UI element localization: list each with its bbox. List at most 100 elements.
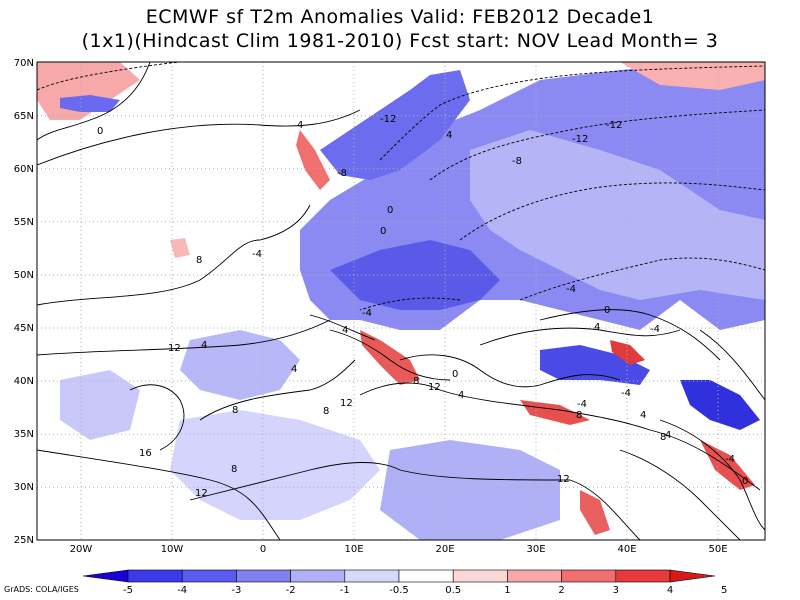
plot-frame bbox=[36, 61, 766, 541]
contour-label: 4 bbox=[297, 120, 303, 131]
anomaly-region-greenland-cold bbox=[60, 95, 120, 112]
colorbar-tick-label: 2 bbox=[558, 585, 564, 596]
contour-label: 4 bbox=[665, 430, 671, 441]
lon-tick-label: 0 bbox=[260, 544, 266, 555]
contour-label: 8 bbox=[323, 406, 329, 417]
anomaly-region-scandinavia-cold bbox=[320, 70, 470, 180]
colorbar-swatch bbox=[127, 569, 183, 583]
colorbar-tick-label: 3 bbox=[613, 585, 619, 596]
contour-label: -4 bbox=[577, 399, 587, 410]
lon-tick-label: 20E bbox=[435, 544, 454, 555]
lon-tick-label: 30E bbox=[526, 544, 545, 555]
contour-label: 4 bbox=[291, 364, 297, 375]
contour-label: -8 bbox=[512, 156, 522, 167]
contour-label: -4 bbox=[621, 388, 631, 399]
contour-label: 8 bbox=[660, 432, 666, 443]
contour-label: 0 bbox=[97, 126, 103, 137]
colorbar-swatch bbox=[290, 569, 346, 583]
anomaly-region-levant-warm bbox=[580, 490, 610, 535]
map-fields bbox=[37, 62, 765, 540]
anomaly-region-norway-warm bbox=[296, 130, 330, 190]
contour-label: -12 bbox=[380, 114, 396, 125]
anomaly-region-turkey-cold bbox=[540, 345, 650, 385]
contour-label: 0 bbox=[742, 476, 748, 487]
colorbar-swatch bbox=[507, 569, 562, 583]
lat-tick-label: 45N bbox=[14, 323, 34, 334]
lon-tick-label: 20W bbox=[70, 544, 93, 555]
anomaly-region-uk-warm bbox=[170, 238, 190, 258]
contour-label: 12 bbox=[168, 343, 181, 354]
anomaly-region-atlantic-light bbox=[60, 370, 140, 440]
contour-label: 4 bbox=[201, 340, 207, 351]
latitude-axis: 70N 65N 60N 55N 50N 45N 40N 35N 30N 25N bbox=[14, 58, 34, 546]
colorbar-tick-label: 1 bbox=[504, 585, 510, 596]
anomaly-region-caspian-cold bbox=[680, 380, 760, 430]
lat-tick-label: 70N bbox=[14, 58, 34, 69]
contour-label: 8 bbox=[576, 410, 582, 421]
colorbar-tick-label: 5 bbox=[721, 585, 727, 596]
colorbar-tick-label: -4 bbox=[177, 585, 187, 596]
anomaly-region-balkan-warm bbox=[360, 330, 420, 385]
negative-contours bbox=[37, 62, 765, 311]
contour-label: -12 bbox=[572, 134, 588, 145]
longitude-axis: 20W 10W 0 10E 20E 30E 40E 50E bbox=[70, 544, 728, 555]
colorbar-swatch bbox=[181, 569, 237, 583]
lon-tick-label: 10E bbox=[344, 544, 363, 555]
contour-label-group: 4 0 -12 -4 4 -8 -12 -12 -8 0 0 8 4 -4 -4… bbox=[97, 114, 748, 499]
contour-label: -4 bbox=[650, 324, 660, 335]
lon-tick-label: 50E bbox=[708, 544, 727, 555]
contour-label: -4 bbox=[252, 249, 262, 260]
anomaly-region-caucasus-warm bbox=[700, 440, 755, 490]
contour-label: -12 bbox=[606, 120, 622, 131]
lon-tick-label: 10W bbox=[161, 544, 184, 555]
colorbar-tick-label: 0.5 bbox=[445, 585, 461, 596]
colorbar-swatch bbox=[236, 569, 291, 583]
anomaly-region-iberia-light bbox=[180, 330, 300, 400]
anomaly-region-sahara-light bbox=[380, 440, 560, 540]
map-title-line1: ECMWF sf T2m Anomalies Valid: FEB2012 De… bbox=[145, 6, 655, 28]
contour-label: 8 bbox=[231, 464, 237, 475]
lat-tick-label: 35N bbox=[14, 429, 34, 440]
contour-label: -4 bbox=[725, 454, 735, 465]
contour-label: 12 bbox=[557, 474, 570, 485]
lat-tick-label: 40N bbox=[14, 376, 34, 387]
contour-label: 8 bbox=[413, 376, 419, 387]
contour-label: 4 bbox=[342, 325, 348, 336]
colorbar-arrow-low bbox=[82, 569, 129, 583]
contour-label: -4 bbox=[362, 308, 372, 319]
anomaly-region-eastern-med-warm bbox=[520, 400, 590, 425]
contour-label: -8 bbox=[337, 168, 347, 179]
contour-label: 12 bbox=[340, 398, 353, 409]
anomaly-region-eastern-europe-deep bbox=[330, 240, 500, 310]
contour-label: 0 bbox=[387, 205, 393, 216]
colorbar-tick-label: -1 bbox=[340, 585, 350, 596]
contour-label: 4 bbox=[594, 322, 600, 333]
lon-tick-label: 40E bbox=[617, 544, 636, 555]
contour-label: 12 bbox=[428, 382, 441, 393]
colorbar-swatch bbox=[344, 569, 400, 583]
contour-label: 4 bbox=[458, 390, 464, 401]
colorbar-swatch bbox=[615, 569, 671, 583]
contour-label: 16 bbox=[139, 448, 152, 459]
graticule bbox=[37, 62, 765, 540]
anomaly-region-black-sea-warm bbox=[610, 340, 645, 365]
contour-label: 0 bbox=[452, 369, 458, 380]
anomaly-region-north-africa-pale bbox=[170, 410, 380, 520]
climatology-contours bbox=[37, 62, 765, 540]
lat-tick-label: 55N bbox=[14, 217, 34, 228]
map-title-line2: (1x1)(Hindcast Clim 1981-2010) Fcst star… bbox=[81, 30, 719, 52]
colorbar-swatch bbox=[452, 569, 508, 583]
colorbar-tick-label: -2 bbox=[286, 585, 296, 596]
colorbar-swatch bbox=[561, 569, 617, 583]
colorbar-tick-label: -5 bbox=[123, 585, 133, 596]
colorbar-tick-label: 4 bbox=[667, 585, 673, 596]
contour-label: 12 bbox=[195, 488, 208, 499]
contour-label: 4 bbox=[446, 130, 452, 141]
contour-label: 8 bbox=[196, 255, 202, 266]
contour-label: 8 bbox=[232, 405, 238, 416]
colorbar-tick-label: -3 bbox=[231, 585, 241, 596]
colorbar-tick-label: -0.5 bbox=[389, 585, 409, 596]
lat-tick-label: 65N bbox=[14, 111, 34, 122]
contour-label: 0 bbox=[604, 305, 610, 316]
